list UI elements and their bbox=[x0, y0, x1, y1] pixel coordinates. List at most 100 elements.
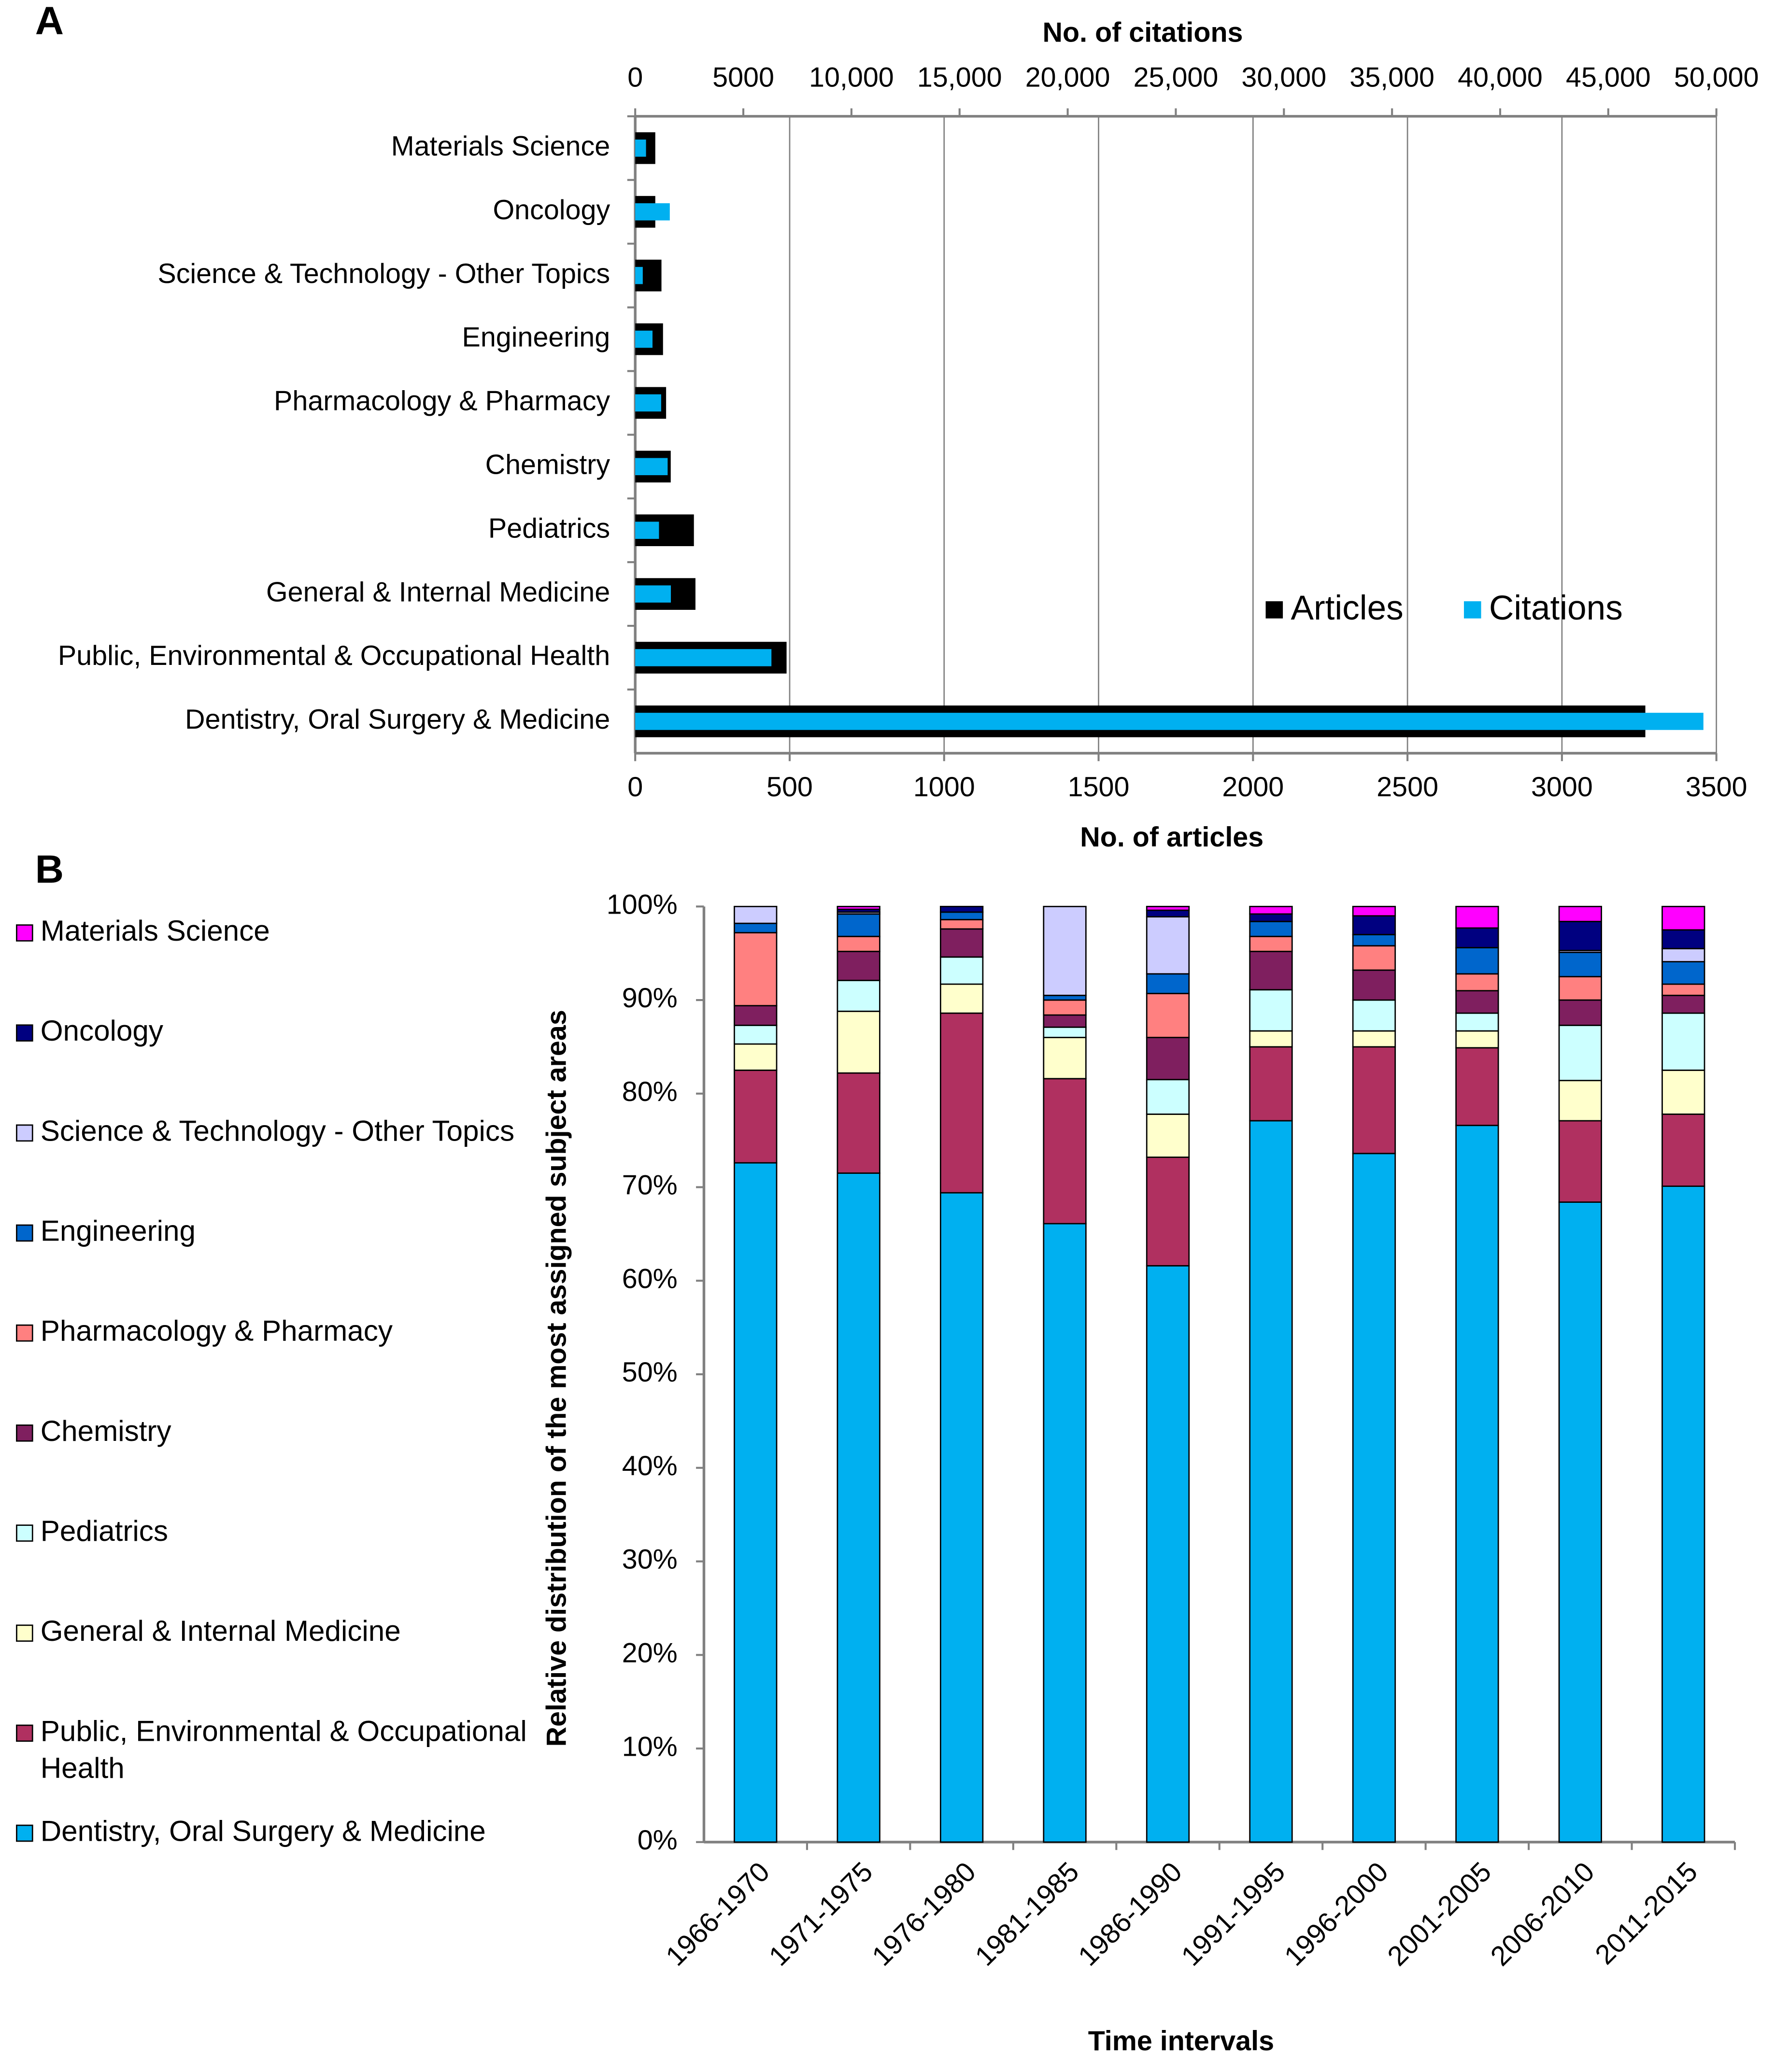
bar-segment bbox=[1249, 1030, 1293, 1048]
x-tick-label: 1996-2000 bbox=[1278, 1856, 1394, 1972]
bar-segment bbox=[1249, 950, 1293, 991]
bar-segment bbox=[1455, 1030, 1499, 1049]
bar-segment bbox=[1352, 1046, 1396, 1155]
bar bbox=[635, 394, 661, 412]
bar bbox=[635, 713, 1703, 730]
x-tick-label: 2500 bbox=[1377, 772, 1438, 803]
bar-segment bbox=[1558, 905, 1603, 922]
y-tick-label: Chemistry bbox=[485, 449, 610, 480]
bar-segment bbox=[1558, 999, 1603, 1026]
bar-segment bbox=[939, 911, 984, 920]
bar-segment bbox=[1146, 905, 1190, 911]
legend-label: Articles bbox=[1291, 589, 1404, 627]
x-tick-label: 1971-1975 bbox=[763, 1856, 879, 1972]
x-tick-label: 1981-1985 bbox=[969, 1856, 1085, 1972]
bar-segment bbox=[734, 932, 778, 1007]
legend-swatch bbox=[1464, 601, 1481, 619]
legend-swatch bbox=[16, 1224, 33, 1242]
bar-segment bbox=[1043, 1014, 1087, 1028]
legend-label: Engineering bbox=[41, 1214, 196, 1247]
bar-segment bbox=[1249, 935, 1293, 952]
bar-segment bbox=[939, 983, 984, 1014]
panel-label: B bbox=[35, 847, 64, 891]
bar-segment bbox=[1558, 1025, 1603, 1082]
bar bbox=[635, 585, 671, 603]
bar-segment bbox=[837, 905, 880, 910]
x2-tick-label: 10,000 bbox=[809, 62, 894, 93]
bar-segment bbox=[1558, 1201, 1603, 1843]
x2-tick-label: 45,000 bbox=[1566, 62, 1651, 93]
legend-swatch bbox=[16, 1524, 33, 1542]
bar-segment bbox=[1249, 905, 1293, 915]
legend-swatch bbox=[16, 1024, 33, 1042]
bar-segment bbox=[1558, 1120, 1603, 1203]
y-tick-label: 20% bbox=[622, 1637, 678, 1668]
bar-segment bbox=[1352, 905, 1396, 917]
bar-segment bbox=[1661, 995, 1705, 1014]
bar-segment bbox=[837, 1072, 880, 1174]
panel-label: A bbox=[35, 0, 64, 43]
bar-segment bbox=[1146, 1114, 1190, 1158]
bar-segment bbox=[1455, 990, 1499, 1014]
bar-segment bbox=[1352, 915, 1396, 935]
bar-segment bbox=[1455, 905, 1499, 929]
bar-segment bbox=[1455, 1047, 1499, 1127]
bar-segment bbox=[1043, 1078, 1087, 1225]
x2-tick-label: 40,000 bbox=[1458, 62, 1543, 93]
x-tick-label: 1966-1970 bbox=[660, 1856, 776, 1972]
bar-segment bbox=[734, 1070, 778, 1164]
y-tick-label: 10% bbox=[622, 1731, 678, 1762]
bar-segment bbox=[837, 1010, 880, 1074]
bar-segment bbox=[939, 956, 984, 985]
x-tick-label: 3000 bbox=[1531, 772, 1593, 803]
bar-segment bbox=[1146, 909, 1190, 917]
bar-segment bbox=[1146, 993, 1190, 1038]
legend-label: Citations bbox=[1489, 589, 1623, 627]
x-tick-label: 500 bbox=[766, 772, 813, 803]
x2-tick-label: 25,000 bbox=[1134, 62, 1219, 93]
bar-segment bbox=[1146, 1156, 1190, 1267]
x2-tick-label: 35,000 bbox=[1349, 62, 1434, 93]
bar-segment bbox=[837, 950, 880, 981]
y-tick-label: 50% bbox=[622, 1357, 678, 1388]
bar-segment bbox=[1249, 1046, 1293, 1122]
y-tick-label: 60% bbox=[622, 1263, 678, 1294]
bar-segment bbox=[734, 905, 778, 924]
y-tick-label: Dentistry, Oral Surgery & Medicine bbox=[185, 704, 610, 735]
bar-segment bbox=[939, 1192, 984, 1843]
bar bbox=[635, 139, 646, 157]
legend-swatch bbox=[16, 1824, 33, 1842]
y-tick-label: General & Internal Medicine bbox=[266, 577, 610, 607]
bar-segment bbox=[1146, 973, 1190, 994]
bar-segment bbox=[1661, 948, 1705, 962]
legend-swatch bbox=[16, 924, 33, 942]
legend-label: General & Internal Medicine bbox=[41, 1615, 401, 1647]
bar-segment bbox=[734, 1005, 778, 1026]
bar-segment bbox=[1352, 934, 1396, 947]
bar-segment bbox=[1661, 1114, 1705, 1187]
y-tick-label: Materials Science bbox=[391, 131, 610, 162]
x-tick-label: 1991-1995 bbox=[1176, 1856, 1291, 1972]
y-tick-label: Public, Environmental & Occupational Hea… bbox=[58, 640, 610, 671]
legend-label: Public, Environmental & Occupational Heal… bbox=[41, 1715, 527, 1784]
bar-segment bbox=[1043, 999, 1087, 1016]
y-tick-label: 70% bbox=[622, 1170, 678, 1201]
bar-segment bbox=[1249, 920, 1293, 937]
bar-segment bbox=[1043, 1037, 1087, 1080]
bar-segment bbox=[1558, 951, 1603, 977]
bar bbox=[635, 267, 643, 284]
bar-segment bbox=[837, 935, 880, 952]
legend-label: Dentistry, Oral Surgery & Medicine bbox=[41, 1815, 486, 1847]
x-tick-label: 1000 bbox=[913, 772, 975, 803]
y-tick-label: Engineering bbox=[462, 322, 610, 353]
bar-segment bbox=[1455, 927, 1499, 948]
bar-segment bbox=[1043, 905, 1087, 996]
x2-tick-label: 15,000 bbox=[917, 62, 1002, 93]
bar-segment bbox=[1558, 1080, 1603, 1122]
bar-segment bbox=[1249, 1120, 1293, 1843]
y-tick-label: 100% bbox=[607, 889, 678, 920]
x2-tick-label: 5000 bbox=[712, 62, 774, 93]
x-tick-label: 3500 bbox=[1686, 772, 1747, 803]
bar-segment bbox=[734, 1025, 778, 1045]
